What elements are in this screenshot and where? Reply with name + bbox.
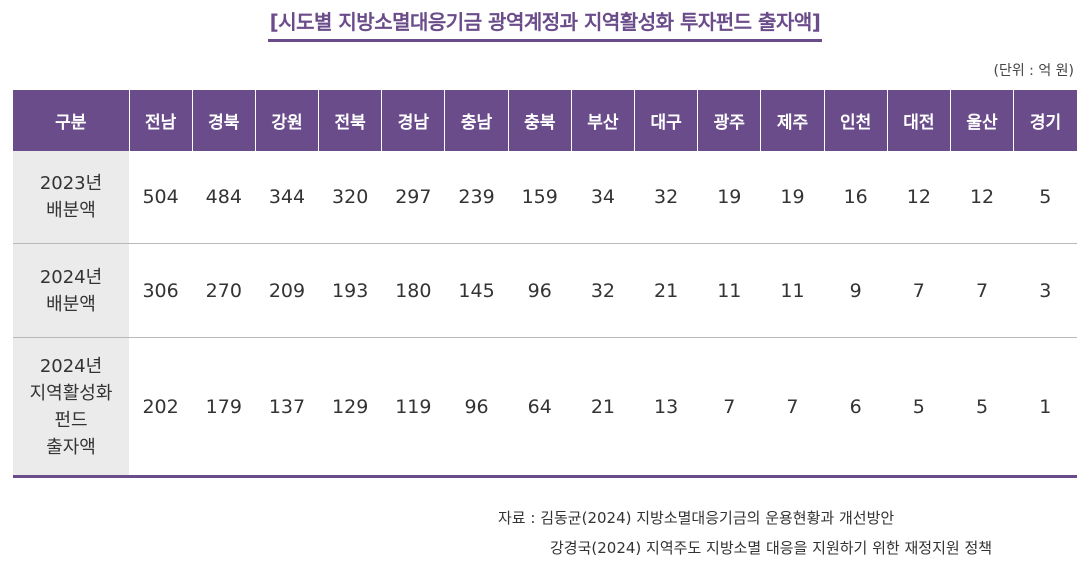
table-cell: 193 <box>318 243 382 338</box>
table-cell: 32 <box>634 151 698 244</box>
row-label: 2024년 배분액 <box>13 243 129 338</box>
row-label-line: 2024년 <box>39 266 103 288</box>
header-region: 대구 <box>633 90 698 151</box>
header-region: 경남 <box>381 90 445 151</box>
source-line-1: 자료 : 김동균(2024) 지방소멸대응기금의 운용현황과 개선방안 <box>498 509 895 527</box>
table-cell: 19 <box>697 151 761 244</box>
table-cell: 180 <box>381 243 445 338</box>
table-cell: 159 <box>508 151 572 244</box>
table-cell: 297 <box>381 151 445 244</box>
table-cell: 13 <box>634 337 698 478</box>
table-cell: 179 <box>192 337 256 478</box>
table-cell: 64 <box>508 337 572 478</box>
header-region: 경기 <box>1013 90 1077 151</box>
unit-label: (단위 : 억 원) <box>993 63 1074 79</box>
table-cell: 320 <box>318 151 382 244</box>
table-cell: 119 <box>381 337 445 478</box>
table-row: 2024년 배분액 306 270 209 193 180 145 96 32 … <box>13 243 1077 338</box>
header-region: 충남 <box>444 90 509 151</box>
title-container: [시도별 지방소멸대응기금 광역계정과 지역활성화 투자펀드 출자액] <box>0 6 1090 42</box>
table-cell: 270 <box>192 243 256 338</box>
table-cell: 7 <box>950 243 1014 338</box>
header-region: 전북 <box>318 90 382 151</box>
row-label-line: 펀드 <box>54 409 88 431</box>
header-region: 제주 <box>760 90 825 151</box>
header-region: 울산 <box>949 90 1014 151</box>
table-cell: 484 <box>192 151 256 244</box>
header-region: 충북 <box>507 90 572 151</box>
header-region: 전남 <box>128 90 193 151</box>
row-label-line: 배분액 <box>46 293 96 315</box>
header-region: 부산 <box>570 90 635 151</box>
table-cell: 7 <box>760 337 825 478</box>
data-table: 구분 전남 경북 강원 전북 경남 충남 충북 부산 대구 광주 제주 인천 대… <box>13 90 1077 478</box>
table-cell: 209 <box>255 243 319 338</box>
table-row: 2023년 배분액 504 484 344 320 297 239 159 34… <box>13 151 1077 244</box>
header-region: 광주 <box>697 90 761 151</box>
header-region: 대전 <box>886 90 951 151</box>
table-cell: 129 <box>318 337 382 478</box>
table-cell: 137 <box>255 337 319 478</box>
table-cell: 1 <box>1013 337 1077 478</box>
row-label-line: 2023년 <box>39 173 103 194</box>
header-region: 인천 <box>823 90 888 151</box>
row-label: 2023년 배분액 <box>13 151 129 244</box>
row-label-line: 출자액 <box>46 436 96 458</box>
table-cell: 239 <box>444 151 509 244</box>
header-region: 경북 <box>191 90 256 151</box>
table-cell: 19 <box>760 151 825 244</box>
table-cell: 5 <box>887 337 951 478</box>
row-label-line: 지역활성화 <box>29 382 113 404</box>
table-row: 2024년 지역활성화 펀드 출자액 202 179 137 129 119 9… <box>13 337 1077 478</box>
table-cell: 344 <box>255 151 319 244</box>
table-cell: 96 <box>508 243 572 338</box>
table-cell: 21 <box>634 243 698 338</box>
table-cell: 21 <box>571 337 635 478</box>
table-cell: 32 <box>571 243 635 338</box>
table-cell: 12 <box>887 151 951 244</box>
page-title: [시도별 지방소멸대응기금 광역계정과 지역활성화 투자펀드 출자액] <box>267 6 823 42</box>
table-cell: 6 <box>824 337 888 478</box>
table-cell: 7 <box>697 337 761 478</box>
table-cell: 3 <box>1013 243 1077 338</box>
header-region: 강원 <box>254 90 319 151</box>
table-cell: 16 <box>824 151 888 244</box>
table-cell: 34 <box>571 151 635 244</box>
source-line-2: 강경국(2024) 지역주도 지방소멸 대응을 지원하기 위한 재정지원 정책 <box>550 539 993 557</box>
table-cell: 11 <box>697 243 761 338</box>
table-cell: 202 <box>129 337 193 478</box>
row-label-line: 2024년 <box>39 355 103 377</box>
table-cell: 12 <box>950 151 1014 244</box>
table-cell: 96 <box>444 337 509 478</box>
header-corner: 구분 <box>13 90 129 151</box>
table-cell: 9 <box>824 243 888 338</box>
source-note: 자료 : 김동균(2024) 지방소멸대응기금의 운용현황과 개선방안 강경국(… <box>498 503 992 563</box>
table-cell: 306 <box>129 243 193 338</box>
table-cell: 11 <box>760 243 825 338</box>
row-label-line: 배분액 <box>46 200 96 221</box>
table-header-row: 구분 전남 경북 강원 전북 경남 충남 충북 부산 대구 광주 제주 인천 대… <box>13 90 1077 151</box>
table-cell: 145 <box>444 243 509 338</box>
table-cell: 504 <box>129 151 193 244</box>
row-label: 2024년 지역활성화 펀드 출자액 <box>13 337 129 478</box>
table-cell: 5 <box>950 337 1014 478</box>
table-cell: 5 <box>1013 151 1077 244</box>
table-cell: 7 <box>887 243 951 338</box>
